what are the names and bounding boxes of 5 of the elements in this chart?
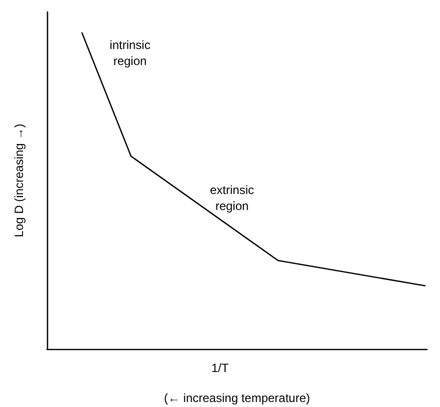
annotation: extrinsic region (210, 183, 254, 213)
text: (← increasing temperature) (164, 391, 310, 405)
y-axis-title: Log D (increasing →) (12, 124, 26, 238)
x-axis-title: 1/T (211, 361, 230, 375)
annotation: intrinsic region (110, 38, 150, 68)
